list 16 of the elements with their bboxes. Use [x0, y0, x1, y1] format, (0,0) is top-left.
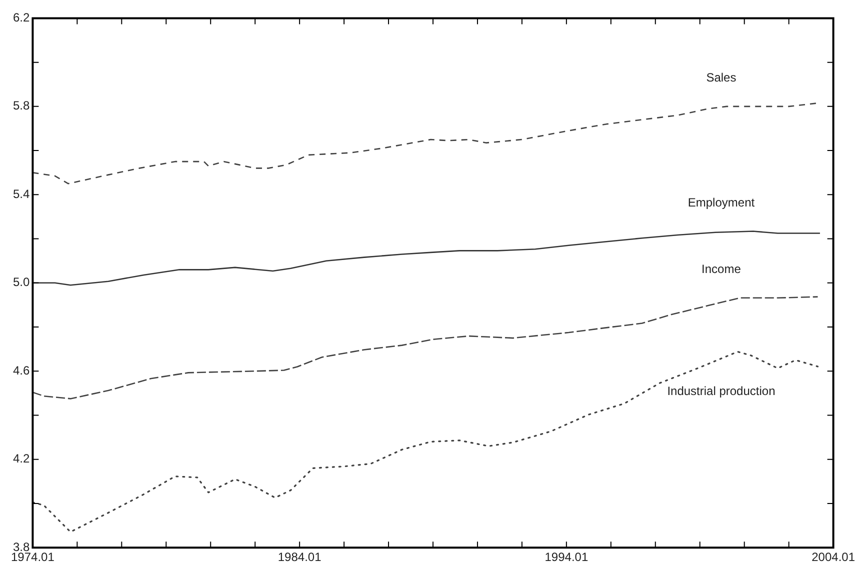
x-tick-label: 1994.01: [544, 550, 588, 564]
line-series: [32, 350, 819, 533]
line-series: [32, 102, 818, 184]
y-tick-label: 5.8: [13, 98, 30, 113]
series-label: Sales: [706, 70, 736, 85]
y-tick-label: 5.0: [13, 275, 30, 290]
y-tick-label: 6.2: [13, 10, 30, 25]
series-label: Income: [702, 262, 742, 276]
x-tick-label: 1984.01: [278, 550, 322, 564]
series-label: Employment: [688, 196, 756, 210]
y-tick-label: 4.6: [13, 363, 30, 378]
line-series: [32, 296, 818, 400]
series-label: Industrial production: [667, 384, 776, 398]
y-tick-label: 5.4: [13, 186, 30, 201]
x-tick-label: 2004.01: [812, 550, 856, 564]
y-tick-label: 4.2: [13, 452, 30, 466]
